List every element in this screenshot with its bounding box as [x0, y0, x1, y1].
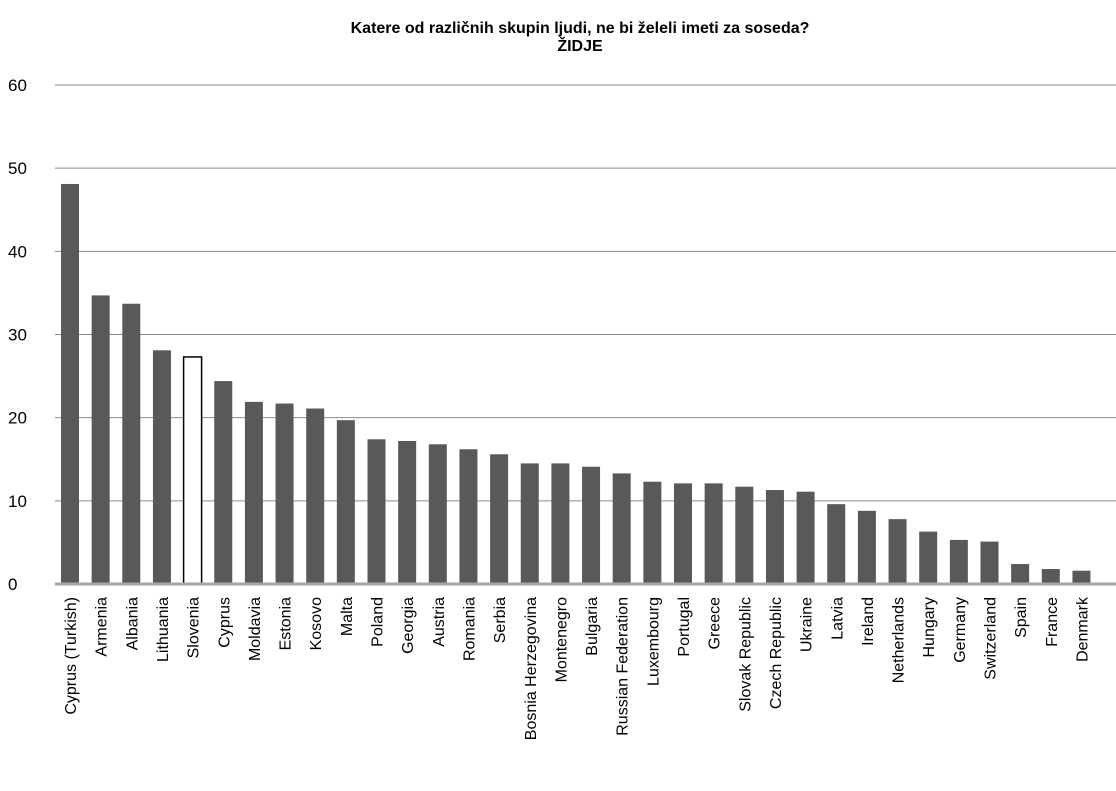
y-tick-label: 0	[8, 575, 17, 594]
bar	[551, 463, 570, 584]
bar	[367, 439, 386, 584]
x-category-label: Hungary	[921, 597, 938, 657]
bar	[1041, 569, 1060, 584]
x-category-label: Georgia	[400, 597, 417, 654]
y-tick-label: 10	[8, 492, 27, 511]
chart-title: Katere od različnih skupin ljudi, ne bi …	[351, 20, 810, 37]
bars	[61, 183, 1091, 585]
bar	[459, 449, 478, 584]
x-category-label: Armenia	[94, 597, 111, 657]
x-category-label: Romania	[461, 597, 478, 661]
x-category-label: Cyprus (Turkish)	[63, 597, 80, 715]
x-category-label: Netherlands	[891, 597, 908, 683]
bar	[612, 473, 631, 584]
bar	[1011, 564, 1030, 584]
x-category-label: Luxembourg	[645, 597, 662, 686]
x-category-label: Greece	[707, 597, 724, 650]
bar	[122, 303, 141, 584]
x-category-label: Spain	[1013, 597, 1030, 638]
bar	[582, 466, 601, 584]
y-tick-label: 50	[8, 159, 27, 178]
x-category-label: Slovak Republic	[737, 597, 754, 712]
y-axis-ticks: 0 10 20 30 40 50 60	[8, 76, 27, 594]
bar	[244, 401, 263, 584]
bar	[520, 463, 539, 584]
bar	[275, 403, 294, 584]
x-category-label: Ukraine	[799, 597, 816, 652]
x-category-label: Germany	[952, 597, 969, 663]
y-tick-label: 20	[8, 409, 27, 428]
x-category-label: Czech Republic	[768, 597, 785, 709]
bar	[306, 408, 325, 584]
bar	[490, 454, 509, 584]
bar	[796, 491, 815, 584]
x-category-label: Slovenia	[186, 597, 203, 658]
x-category-label: Switzerland	[983, 597, 1000, 680]
bar	[336, 420, 355, 584]
x-category-label: Albania	[124, 597, 141, 650]
bar	[1072, 570, 1091, 584]
bar	[674, 483, 692, 584]
bar	[91, 295, 110, 584]
x-category-label: Kosovo	[308, 597, 325, 650]
bar	[949, 539, 968, 584]
x-category-label: Ireland	[860, 597, 877, 646]
x-category-label: Moldavia	[247, 597, 264, 661]
x-category-label: Portugal	[676, 597, 693, 657]
bar	[735, 486, 754, 584]
bar	[857, 510, 876, 584]
bar	[980, 541, 999, 584]
x-category-label: Bosnia Herzegovina	[523, 597, 540, 740]
bar	[61, 183, 79, 585]
y-tick-label: 60	[8, 76, 27, 95]
x-category-label: Malta	[339, 597, 356, 636]
x-category-label: Montenegro	[553, 597, 570, 682]
x-category-label: Russian Federation	[615, 597, 632, 736]
x-category-label: Latvia	[829, 597, 846, 640]
x-category-label: Denmark	[1074, 596, 1091, 662]
bar	[704, 483, 723, 584]
bar	[152, 350, 171, 584]
bar	[398, 440, 417, 584]
x-category-label: Bulgaria	[584, 597, 601, 656]
bar	[643, 481, 662, 584]
x-axis-labels: Cyprus (Turkish) Armenia Albania Lithuania S…	[63, 596, 1091, 740]
bar	[827, 504, 846, 584]
x-category-label: Poland	[370, 597, 387, 647]
x-category-label: France	[1044, 597, 1061, 647]
x-category-label: Serbia	[492, 597, 509, 643]
bar	[428, 444, 447, 584]
bar	[765, 490, 784, 584]
gridlines	[55, 84, 1116, 502]
chart-subtitle: ŽIDJE	[557, 36, 603, 55]
bar	[214, 381, 233, 584]
bar	[919, 531, 938, 584]
x-category-label: Austria	[431, 597, 448, 647]
y-tick-label: 30	[8, 326, 27, 345]
bar	[888, 519, 907, 584]
x-category-label: Cyprus	[216, 597, 233, 648]
y-tick-label: 40	[8, 242, 27, 261]
x-category-label: Estonia	[278, 597, 295, 650]
bar	[182, 356, 203, 585]
x-category-label: Lithuania	[155, 597, 172, 662]
